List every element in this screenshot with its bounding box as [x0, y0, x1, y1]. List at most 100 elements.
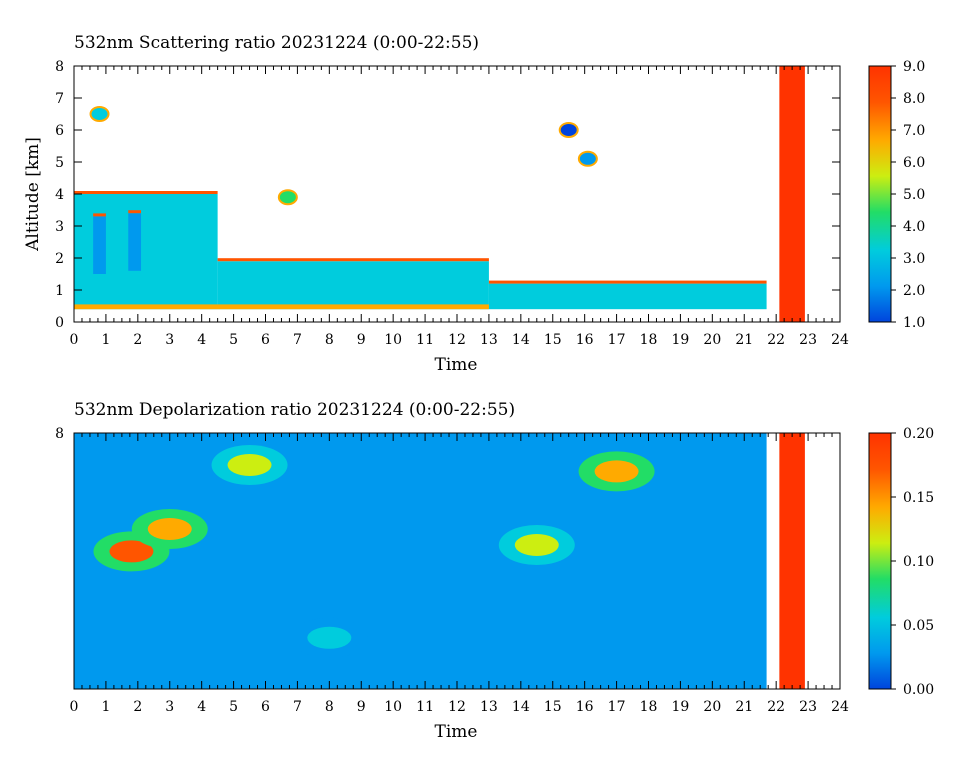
x-tick-label: 21: [735, 699, 753, 715]
depol-patch: [514, 534, 559, 556]
x-tick-label: 1: [101, 332, 110, 348]
colorbar-tick-label: 2.0: [903, 283, 925, 299]
scattering-layer-edge: [74, 191, 218, 194]
x-tick-label: 8: [325, 332, 334, 348]
chart2-axes: 0 1 2 3 4 5 6 7 8 9 10 11 12 13 14 15 16 17 18 19 20 21 22 23 24…: [55, 426, 849, 715]
chart1-xlabel: Time: [435, 355, 478, 375]
chart2-title: 532nm Depolarization ratio 20231224 (0:0…: [74, 400, 515, 420]
x-tick-label: 16: [576, 332, 594, 348]
x-tick-label: 5: [229, 699, 238, 715]
x-tick-label: 4: [197, 699, 206, 715]
chart2-field: [74, 433, 805, 689]
x-tick-label: 20: [703, 332, 721, 348]
y-tick-label: 7: [55, 91, 64, 107]
y-tick-label: 1: [55, 283, 64, 299]
y-tick-label: 6: [55, 123, 64, 139]
colorbar-tick-label: 6.0: [903, 155, 925, 171]
x-tick-label: 7: [293, 332, 302, 348]
x-tick-label: 14: [512, 332, 530, 348]
chart2-colorbar-ticks: 0.00 0.05 0.10 0.15 0.20: [891, 426, 934, 698]
chart2-colorbar: [868, 432, 892, 690]
chart1-ylabel: Altitude [km]: [23, 137, 43, 252]
colorbar-tick-label: 9.0: [903, 59, 925, 75]
scattering-field-cell: [217, 261, 489, 310]
x-tick-label: 13: [480, 699, 498, 715]
x-tick-label: 18: [640, 699, 658, 715]
x-tick-label: 12: [448, 699, 466, 715]
y-tick-label: 5: [55, 155, 64, 171]
chart2-xlabel: Time: [435, 722, 478, 742]
x-tick-label: 17: [608, 332, 626, 348]
scattering-field-cell: [128, 213, 142, 271]
scattering-layer-edge: [488, 280, 767, 284]
colorbar-tick-label: 0.05: [903, 618, 934, 634]
y-tick-label: 8: [55, 59, 64, 75]
x-tick-label: 19: [672, 332, 690, 348]
chart1-field: [74, 66, 805, 322]
colorbar-tick-label: 8.0: [903, 91, 925, 107]
x-tick-label: 3: [165, 332, 174, 348]
x-tick-label: 0: [70, 699, 79, 715]
chart1-colorbar-ticks: 1.0 2.0 3.0 4.0 5.0 6.0 7.0 8.0 9.0: [891, 59, 925, 331]
scattering-layer-edge: [217, 258, 489, 262]
x-tick-label: 14: [512, 699, 530, 715]
scattering-layer-edge: [93, 213, 106, 217]
y-tick-label: 4: [55, 187, 64, 203]
depol-patch: [227, 454, 272, 476]
colorbar-tick-label: 3.0: [903, 251, 925, 267]
scattering-cloud: [558, 122, 579, 138]
depol-field-background: [74, 433, 767, 689]
x-tick-label: 8: [325, 699, 334, 715]
scattering-field-cell: [93, 216, 106, 274]
x-tick-label: 15: [544, 699, 562, 715]
x-tick-label: 22: [767, 332, 785, 348]
x-tick-label: 10: [384, 332, 402, 348]
scattering-field-cell: [779, 66, 805, 322]
depol-missing-bar: [779, 433, 805, 689]
x-tick-label: 0: [70, 332, 79, 348]
scattering-cloud: [577, 150, 598, 167]
x-tick-label: 9: [357, 699, 366, 715]
x-tick-label: 12: [448, 332, 466, 348]
x-tick-label: 15: [544, 332, 562, 348]
x-tick-label: 20: [703, 699, 721, 715]
colorbar-tick-label: 0.00: [903, 682, 934, 698]
x-tick-label: 24: [831, 699, 849, 715]
x-tick-label: 4: [197, 332, 206, 348]
chart1-colorbar: [868, 65, 892, 323]
x-tick-label: 2: [133, 699, 142, 715]
depol-patch: [307, 626, 352, 649]
depol-patch: [594, 460, 639, 483]
x-tick-label: 6: [261, 699, 270, 715]
y-tick-label: 8: [55, 426, 64, 442]
x-tick-label: 21: [735, 332, 753, 348]
x-tick-label: 23: [799, 699, 817, 715]
x-tick-label: 22: [767, 699, 785, 715]
y-tick-label: 2: [55, 251, 64, 267]
y-tick-label: 0: [55, 315, 64, 331]
x-tick-label: 18: [640, 332, 658, 348]
x-tick-label: 17: [608, 699, 626, 715]
scattering-cloud: [89, 106, 110, 122]
colorbar-tick-label: 4.0: [903, 219, 925, 235]
x-tick-label: 13: [480, 332, 498, 348]
colorbar-tick-label: 5.0: [903, 187, 925, 203]
scattering-cloud: [277, 189, 298, 206]
x-tick-label: 2: [133, 332, 142, 348]
chart1-title: 532nm Scattering ratio 20231224 (0:00-22…: [74, 33, 479, 53]
colorbar-tick-label: 7.0: [903, 123, 925, 139]
colorbar-tick-label: 0.15: [903, 490, 934, 506]
x-tick-label: 6: [261, 332, 270, 348]
x-tick-label: 11: [416, 699, 434, 715]
y-tick-label: 3: [55, 219, 64, 235]
colorbar-tick-label: 0.10: [903, 554, 934, 570]
x-tick-label: 16: [576, 699, 594, 715]
scattering-field-cell: [488, 283, 767, 310]
scattering-field-cell: [74, 304, 489, 310]
x-tick-label: 3: [165, 699, 174, 715]
x-tick-label: 9: [357, 332, 366, 348]
x-tick-label: 1: [101, 699, 110, 715]
x-tick-label: 10: [384, 699, 402, 715]
depol-patch: [109, 540, 154, 563]
